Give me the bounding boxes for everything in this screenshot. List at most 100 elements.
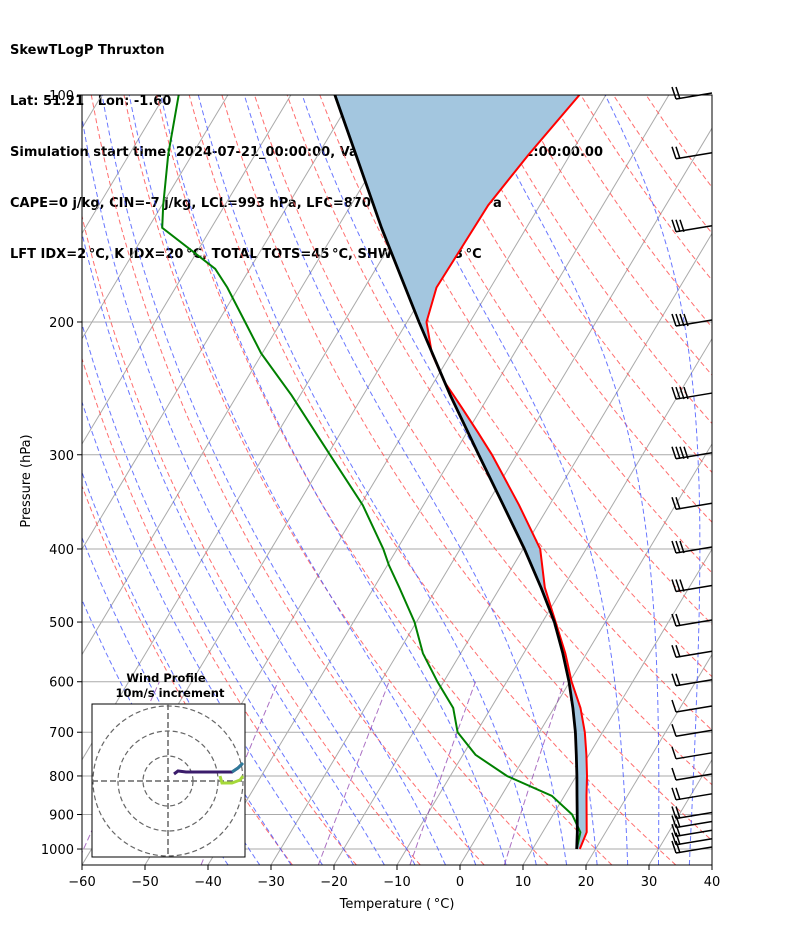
- wind-profile-inset: Wind Profile 10m/s increment: [91, 671, 246, 858]
- dry-adiabat: [254, 95, 712, 786]
- moist-adiabat: [82, 598, 229, 865]
- wind-barb: [671, 832, 713, 846]
- wind-barb-flag: [675, 823, 681, 837]
- x-tick-label: −20: [320, 875, 347, 890]
- wind-barb-staff: [675, 820, 713, 829]
- wind-barb-flag: [675, 540, 681, 554]
- dry-adiabat: [90, 95, 485, 865]
- wind-barb-flag: [671, 86, 677, 100]
- isotherm-line: [711, 864, 712, 865]
- wind-barb-flag: [671, 673, 677, 686]
- x-tick-label: 0: [456, 875, 464, 890]
- y-tick-label: 200: [49, 316, 74, 331]
- wind-barb: [671, 219, 713, 233]
- wind-barb: [671, 386, 713, 400]
- dry-adiabat: [188, 95, 677, 865]
- dry-adiabat: [156, 95, 613, 865]
- wind-barb: [671, 823, 713, 837]
- hodograph-mid: [231, 761, 245, 774]
- wind-barb-flag: [671, 767, 677, 781]
- wind-barb-flag: [675, 832, 681, 845]
- x-tick-label: 30: [641, 875, 658, 890]
- wind-barb-staff: [675, 225, 713, 233]
- moist-adiabat: [160, 95, 507, 865]
- wind-barb-flag: [671, 823, 677, 837]
- wind-barb: [671, 446, 713, 460]
- wind-barb-flag: [679, 579, 685, 592]
- dry-adiabat: [82, 357, 357, 865]
- moist-adiabat: [82, 400, 323, 865]
- cape-shading: [334, 95, 587, 849]
- x-tick-label: −50: [131, 875, 158, 890]
- wind-barb-flag: [679, 219, 685, 233]
- dry-adiabat: [384, 95, 712, 574]
- wind-barb-staff: [675, 502, 713, 510]
- wind-barb-staff: [675, 752, 713, 760]
- wind-barb-flag: [679, 446, 685, 459]
- wind-barb-staff: [675, 793, 713, 801]
- wind-barb-flag: [675, 386, 681, 400]
- y-tick-label: 700: [49, 726, 74, 741]
- x-tick-label: −30: [257, 875, 284, 890]
- wind-barb: [671, 699, 713, 713]
- hodograph-lower: [218, 775, 245, 785]
- isotherm-line: [82, 95, 229, 340]
- isotherm-line: [82, 95, 292, 445]
- wind-barb-flag: [675, 497, 681, 510]
- isotherm-line: [82, 95, 418, 656]
- wind-barb-flag: [671, 723, 677, 737]
- dewpoint-line: [161, 95, 582, 850]
- wind-barb-flag: [675, 806, 681, 819]
- mixing-ratio-line: [317, 681, 390, 865]
- y-tick-label: 100: [49, 89, 74, 104]
- x-tick-label: −60: [68, 875, 95, 890]
- y-tick-label: 900: [49, 809, 74, 824]
- wind-barb: [671, 579, 713, 593]
- x-tick-label: 10: [515, 875, 532, 890]
- inset-title: Wind Profile: [126, 671, 206, 685]
- wind-barb-staff: [675, 837, 713, 846]
- wind-barb-flag: [671, 787, 677, 801]
- wind-barb-staff: [675, 151, 713, 160]
- wind-barb: [671, 840, 713, 854]
- wind-barb-flag: [671, 540, 677, 554]
- wind-barb-staff: [675, 650, 713, 658]
- y-tick-label: 1000: [41, 843, 74, 858]
- y-tick-label: 400: [49, 543, 74, 558]
- wind-barb: [671, 540, 713, 554]
- isotherm-line: [459, 442, 712, 865]
- wind-barb-flag: [671, 219, 677, 233]
- wind-barb: [671, 673, 713, 687]
- wind-barb-flag: [675, 86, 681, 100]
- wind-barb-flag: [671, 806, 677, 819]
- dry-adiabat: [123, 95, 549, 865]
- dry-adiabat: [82, 484, 293, 865]
- wind-barb-staff: [675, 392, 713, 400]
- wind-barb-flag: [675, 446, 681, 459]
- wind-barb-staff: [675, 729, 713, 737]
- dry-adiabat: [319, 95, 712, 678]
- dry-adiabat: [645, 95, 712, 188]
- wind-barb-flag: [675, 219, 681, 233]
- y-axis-label: Pressure (hPa): [19, 434, 34, 527]
- wind-barb-staff: [675, 773, 713, 781]
- wind-barb: [671, 613, 713, 627]
- wind-barb-staff: [675, 92, 713, 100]
- wind-barb: [671, 313, 713, 327]
- wind-barb-staff: [675, 546, 713, 554]
- dry-adiabat: [417, 95, 712, 523]
- wind-barb: [671, 146, 713, 160]
- wind-barb-staff: [675, 452, 713, 460]
- wind-barb-flag: [671, 146, 677, 159]
- wind-barb-flag: [671, 645, 677, 658]
- moist-adiabat: [243, 95, 568, 865]
- wind-barb-staff: [675, 619, 713, 627]
- moist-adiabat: [101, 95, 446, 865]
- isotherm-line: [648, 758, 712, 865]
- moist-adiabat: [128, 95, 477, 865]
- wind-barb: [671, 645, 713, 658]
- wind-barb: [671, 767, 713, 781]
- wind-barb-flag: [671, 386, 677, 400]
- wind-barb-flag: [671, 832, 677, 845]
- adiabat-lines: [82, 95, 712, 865]
